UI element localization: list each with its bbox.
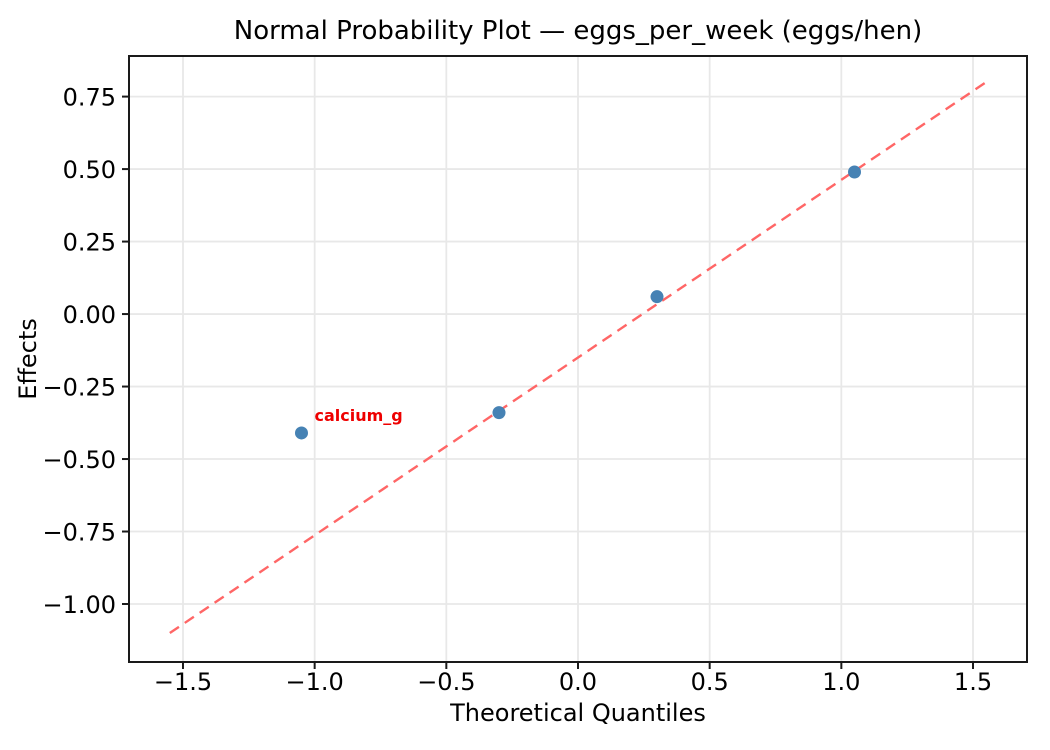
y-tick-label: 0.00 (63, 301, 116, 329)
y-tick-label: −0.25 (42, 374, 116, 402)
y-tick-label: 0.75 (63, 84, 116, 112)
y-tick-label: −0.50 (42, 446, 116, 474)
point-annotation: calcium_g (314, 406, 402, 425)
data-point (848, 165, 862, 179)
data-point (650, 290, 664, 304)
y-tick-label: 0.25 (63, 229, 116, 257)
x-tick-label: −1.5 (154, 668, 212, 696)
y-tick-label: 0.50 (63, 156, 116, 184)
x-tick-label: −1.0 (286, 668, 344, 696)
x-tick-label: 1.5 (954, 668, 992, 696)
chart-title: Normal Probability Plot — eggs_per_week … (233, 16, 923, 46)
y-tick-label: −0.75 (42, 519, 116, 547)
x-tick-label: 0.0 (559, 668, 597, 696)
data-point (492, 406, 506, 420)
y-tick-label: −1.00 (42, 591, 116, 619)
x-tick-label: 0.5 (691, 668, 729, 696)
data-point (294, 426, 308, 440)
x-axis-label: Theoretical Quantiles (450, 699, 706, 727)
x-tick-label: −0.5 (417, 668, 475, 696)
y-axis-label: Effects (14, 318, 42, 400)
x-tick-label: 1.0 (822, 668, 860, 696)
